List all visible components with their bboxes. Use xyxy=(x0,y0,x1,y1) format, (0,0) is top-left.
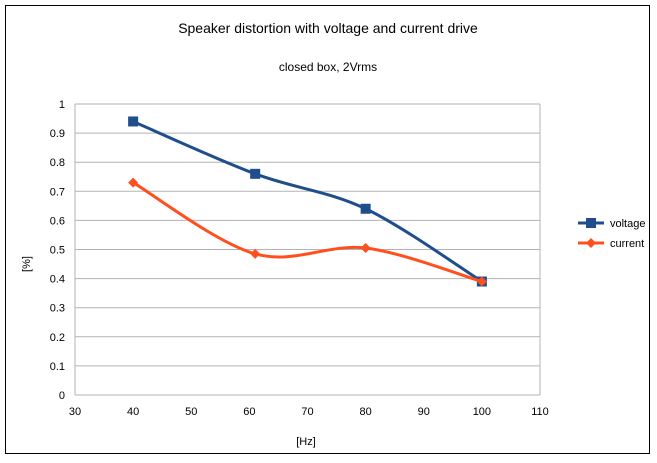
data-point-voltage xyxy=(360,203,371,214)
legend-label-voltage: voltage xyxy=(610,218,645,230)
y-tick-label: 0.2 xyxy=(50,332,65,344)
x-tick-label: 80 xyxy=(360,406,372,418)
y-axis-label: [%] xyxy=(21,256,33,272)
chart-title: Speaker distortion with voltage and curr… xyxy=(178,20,478,36)
y-tick-label: 0.8 xyxy=(50,157,65,169)
y-tick-label: 0.1 xyxy=(50,361,65,373)
y-tick-label: 0.3 xyxy=(50,303,65,315)
data-point-voltage xyxy=(250,168,261,179)
data-point-current xyxy=(128,177,139,188)
legend-marker-voltage xyxy=(586,218,596,228)
legend-marker-current xyxy=(586,238,596,248)
y-tick-label: 0.6 xyxy=(50,215,65,227)
y-tick-label: 0 xyxy=(59,390,65,402)
grid-lines xyxy=(75,103,540,367)
x-tick-label: 110 xyxy=(531,406,549,418)
y-tick-label: 0.7 xyxy=(50,186,65,198)
axes xyxy=(74,104,541,396)
chart-subtitle: closed box, 2Vrms xyxy=(279,60,377,74)
y-tick-label: 0.4 xyxy=(50,274,65,286)
series-line-voltage xyxy=(132,120,483,283)
y-tick-label: 0.5 xyxy=(50,245,65,257)
series-line-current xyxy=(132,181,483,283)
tick-labels: 0 0.1 0.2 0.3 0.4 0.5 0.6 0.7 0.8 0.9 1 30 40 50 60 70 8… xyxy=(50,99,549,418)
data-point-current xyxy=(250,248,261,259)
x-tick-label: 30 xyxy=(69,406,81,418)
plot-area xyxy=(128,116,487,287)
x-axis-label: [Hz] xyxy=(296,436,316,448)
x-tick-label: 40 xyxy=(127,406,139,418)
data-point-current xyxy=(476,276,487,287)
x-tick-label: 50 xyxy=(185,406,197,418)
x-tick-label: 60 xyxy=(243,406,255,418)
y-tick-label: 0.9 xyxy=(50,128,65,140)
x-tick-label: 90 xyxy=(418,406,430,418)
legend: voltage current xyxy=(578,218,645,250)
x-tick-label: 70 xyxy=(301,406,313,418)
legend-label-current: current xyxy=(610,238,644,250)
data-point-voltage xyxy=(128,116,139,127)
x-tick-label: 100 xyxy=(473,406,491,418)
chart-frame xyxy=(5,5,650,454)
y-tick-label: 1 xyxy=(59,99,65,111)
data-point-current xyxy=(360,243,371,254)
